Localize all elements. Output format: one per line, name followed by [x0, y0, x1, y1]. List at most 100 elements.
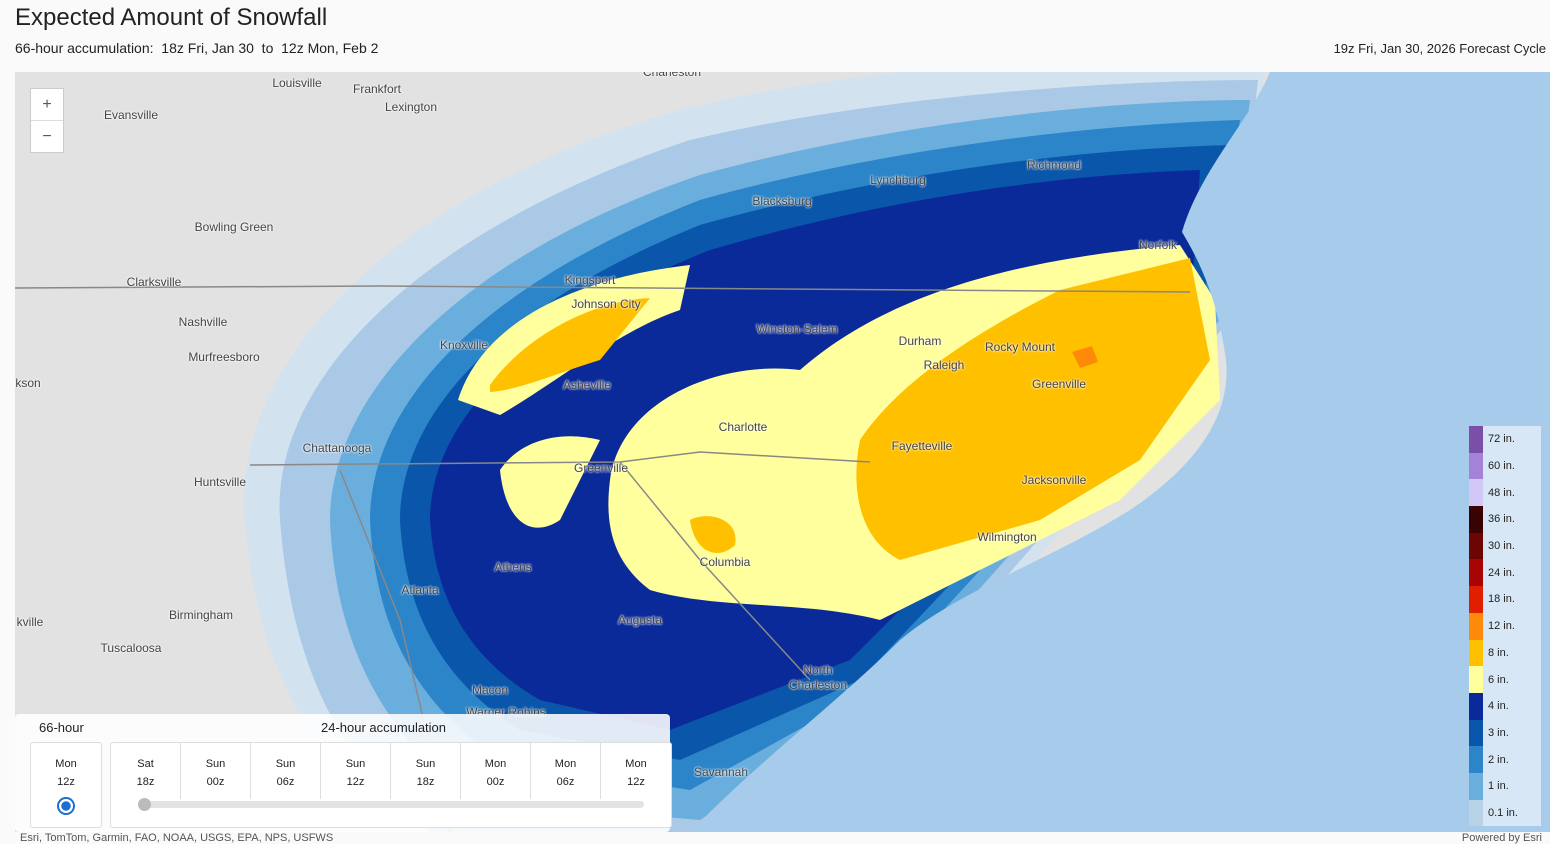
place-label: Atlanta — [401, 583, 439, 597]
place-label: Lynchburg — [870, 173, 926, 187]
place-label: Asheville — [562, 378, 612, 392]
place-label: Bowling Green — [194, 220, 274, 234]
total-box: Mon 12z — [30, 742, 102, 828]
legend-label: 8 in. — [1488, 646, 1509, 659]
place-label: kson — [15, 376, 41, 390]
place-label: Richmond — [1026, 158, 1082, 172]
legend-label: 72 in. — [1488, 433, 1515, 446]
subtitle: 66-hour accumulation: 18z Fri, Jan 30 to… — [15, 40, 379, 56]
legend-label: 30 in. — [1488, 540, 1515, 553]
time-slot[interactable]: Sun 06z — [251, 743, 321, 799]
place-label: Macon — [471, 683, 509, 697]
place-label: Frankfort — [352, 82, 402, 96]
attribution: Esri, TomTom, Garmin, FAO, NOAA, USGS, E… — [20, 832, 334, 844]
legend-item: 24 in. — [1469, 559, 1541, 587]
legend-swatch — [1469, 586, 1483, 613]
legend-swatch — [1469, 639, 1483, 667]
legend-label: 0.1 in. — [1488, 806, 1518, 819]
legend-swatch — [1469, 559, 1483, 587]
slot-day: Mon — [554, 758, 577, 770]
slot-day: Sun — [205, 758, 226, 770]
slot-day: Sun — [415, 758, 436, 770]
time-slot[interactable]: Sat 18z — [111, 743, 181, 799]
slot-day: Sat — [137, 758, 154, 770]
total-slot[interactable]: Mon 12z — [31, 743, 101, 799]
place-label: Charleston — [642, 72, 702, 79]
place-label: Evansville — [103, 108, 159, 122]
place-label: Savannah — [693, 765, 749, 779]
legend-label: 3 in. — [1488, 726, 1509, 739]
legend-swatch — [1469, 452, 1483, 480]
slot-hour: 00z — [206, 776, 225, 788]
place-label: Murfreesboro — [188, 350, 260, 364]
legend-label: 1 in. — [1488, 780, 1509, 793]
legend-item: 6 in. — [1469, 666, 1541, 693]
legend-label: 12 in. — [1488, 620, 1515, 633]
place-label: Blacksburg — [752, 194, 812, 208]
legend-label: 2 in. — [1488, 753, 1509, 766]
slot-day: Mon — [625, 758, 647, 770]
place-label: Durham — [898, 334, 942, 348]
legend-swatch — [1469, 746, 1483, 773]
slot-hour: 18z — [416, 776, 435, 788]
place-label: kville — [16, 615, 44, 629]
legend-label: 6 in. — [1488, 673, 1509, 686]
place-label: Columbia — [699, 555, 751, 569]
legend-swatch — [1469, 692, 1483, 720]
time-slot[interactable]: Sun 00z — [181, 743, 251, 799]
legend-swatch — [1469, 506, 1483, 533]
place-label: Chattanooga — [302, 441, 372, 455]
slider-thumb[interactable] — [138, 798, 151, 811]
legend-swatch — [1469, 799, 1483, 827]
title: Expected Amount of Snowfall — [15, 4, 328, 31]
legend-label: 4 in. — [1488, 700, 1509, 713]
map[interactable]: + − Louisville Frankfort Lexington Charlest… — [15, 72, 1550, 832]
time-slot[interactable]: Mon 06z — [531, 743, 601, 799]
powered-by: Powered by Esri — [1461, 832, 1542, 844]
legend-label: 48 in. — [1488, 486, 1515, 499]
legend-swatch — [1469, 532, 1483, 560]
place-label: Clarksville — [126, 275, 182, 289]
legend-swatch — [1469, 426, 1483, 453]
place-label: Athens — [494, 560, 532, 574]
place-label: Johnson City — [571, 297, 641, 311]
place-label: Greenville — [573, 461, 629, 475]
zoom-in[interactable]: + — [42, 96, 52, 113]
time-slot[interactable]: Sun 12z — [321, 743, 391, 799]
place-label: Nashville — [178, 315, 228, 329]
legend-swatch — [1469, 719, 1483, 747]
legend-swatch — [1469, 479, 1483, 507]
legend-item: 8 in. — [1469, 639, 1541, 667]
total-label: 66-hour — [39, 720, 84, 735]
legend-item: 3 in. — [1469, 719, 1541, 747]
legend-swatch — [1469, 612, 1483, 640]
zoom-control: + − — [30, 88, 64, 153]
legend-label: 60 in. — [1488, 460, 1515, 473]
time-slot[interactable]: Mon 00z — [461, 743, 531, 799]
step-label: 24-hour accumulation — [321, 720, 447, 735]
time-slot[interactable]: Sun 18z — [391, 743, 461, 799]
legend-item: 60 in. — [1469, 452, 1541, 480]
slot-hour: 00z — [486, 776, 505, 788]
legend-item: 30 in. — [1469, 532, 1541, 560]
legend-item: 36 in. — [1469, 506, 1541, 533]
map-canvas — [15, 72, 1550, 832]
legend-item: 12 in. — [1469, 612, 1541, 640]
legend-item: 72 in. — [1469, 426, 1541, 453]
slot-day: Sun — [345, 758, 366, 770]
slot-hour: 06z — [556, 776, 575, 788]
slot-day: Sun — [275, 758, 296, 770]
radio[interactable] — [57, 797, 75, 815]
slot-hour: 12z — [346, 776, 365, 788]
place-label: Augusta — [617, 613, 663, 627]
place-label: Charlotte — [718, 420, 768, 434]
place-label: Kingsport — [564, 273, 616, 287]
legend-swatch — [1469, 666, 1483, 693]
zoom-out[interactable]: − — [31, 120, 63, 152]
place-label: Huntsville — [193, 475, 247, 489]
place-label: Wilmington — [977, 530, 1037, 544]
legend-item: 0.1 in. — [1469, 799, 1541, 827]
slot-day: Mon — [484, 758, 507, 770]
time-slot[interactable]: Mon 12z — [601, 743, 671, 799]
